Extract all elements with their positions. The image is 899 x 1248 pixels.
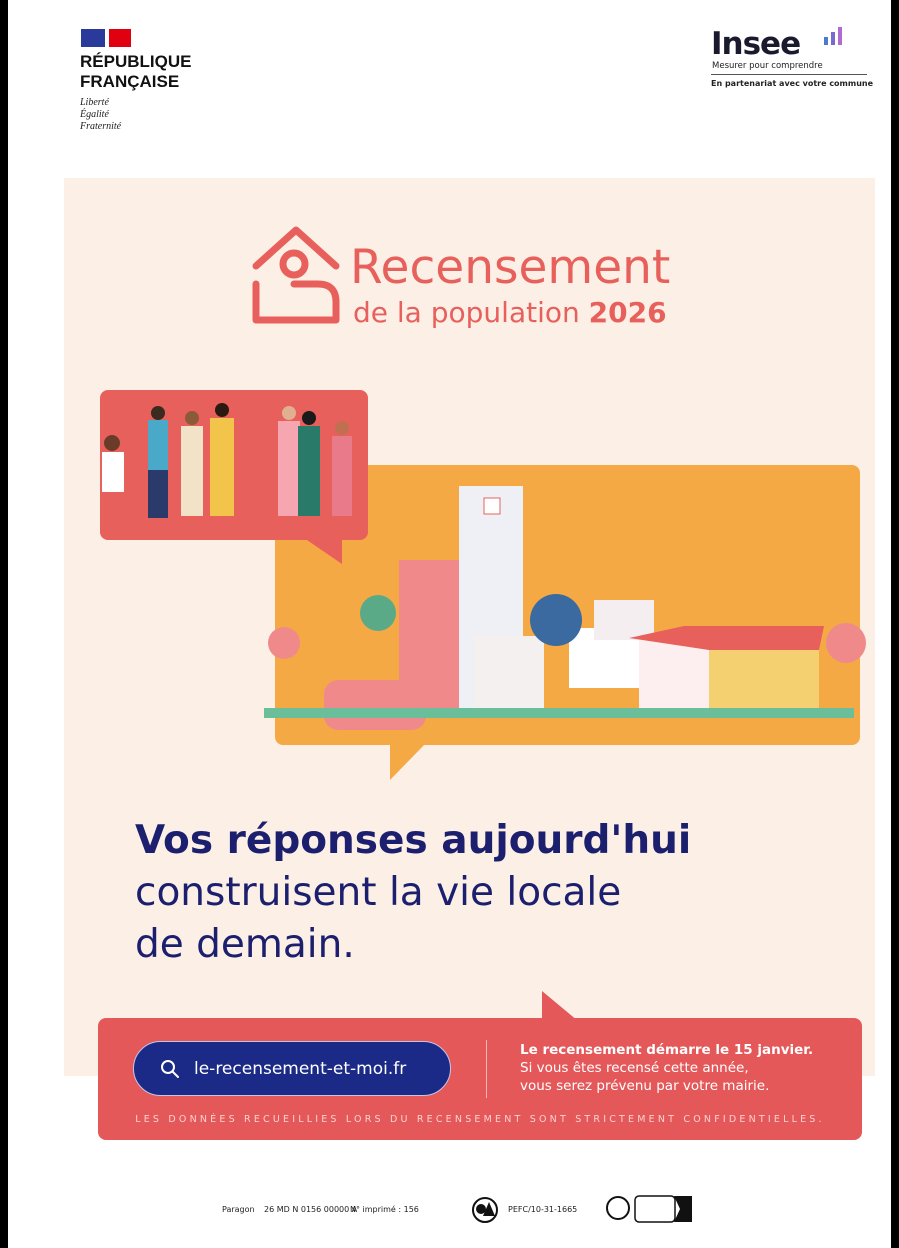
print-reference: 26 MD N 0156 00000 A [264,1205,358,1214]
website-url[interactable]: le-recensement-et-moi.fr [194,1058,407,1079]
insee-tagline: Mesurer pour comprendre [712,61,823,71]
town [264,486,866,730]
census-info: Le recensement démarre le 15 janvier. Si… [520,1042,814,1094]
title-sub: de la population 2026 [353,296,667,329]
pefc-logo-icon [472,1197,498,1223]
divider [711,74,867,75]
website-link[interactable]: le-recensement-et-moi.fr [133,1041,451,1096]
divider [486,1040,487,1098]
printer-name: Paragon [222,1205,255,1214]
people-group [102,403,352,518]
title-main: Recensement [350,240,671,295]
house-person-icon [252,226,340,324]
republique-francaise: RÉPUBLIQUE FRANÇAISE [80,52,192,91]
insee-logo: Insee [711,26,801,62]
headline: Vos réponses aujourd'hui construisent la… [135,818,692,967]
footer-pointer [542,991,578,1021]
confidentiality-notice: LES DONNÉES RECUEILLIES LORS DU RECENSEM… [135,1114,825,1125]
footer-banner: le-recensement-et-moi.fr Le recensement … [98,1018,862,1140]
motto: Liberté Égalité Fraternité [80,97,122,132]
insee-bars-icon [824,27,842,45]
insee-partner: En partenariat avec votre commune [711,79,874,88]
marianne-logo [81,29,131,47]
search-icon [161,1059,179,1078]
illustration [100,390,866,780]
print-number: N° imprimé : 156 [350,1205,419,1214]
scan-border-left [0,0,8,1248]
pefc-code: PEFC/10-31-1665 [508,1205,578,1214]
scan-border-right [891,0,899,1248]
triman-recycling-icon [606,1195,692,1223]
